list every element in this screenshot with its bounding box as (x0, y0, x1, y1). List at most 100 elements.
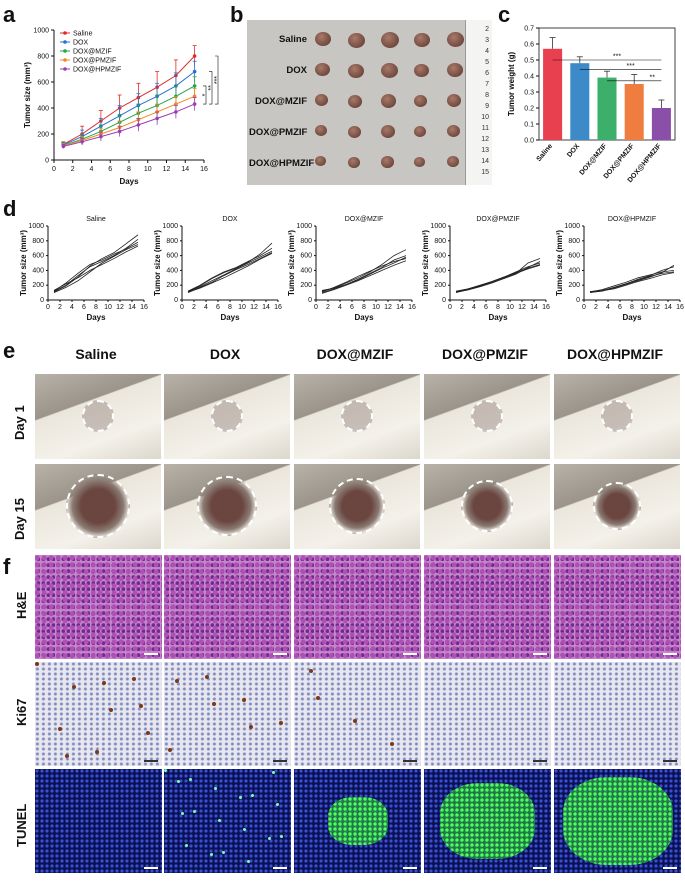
y-tick-label: 400 (37, 106, 49, 113)
legend-marker (63, 67, 67, 71)
histology-image (294, 555, 421, 659)
scale-bar (273, 867, 287, 869)
y-tick-label: 0.6 (524, 42, 534, 49)
tumor-specimen (381, 94, 397, 108)
positive-cell (189, 778, 192, 781)
scale-bar (403, 760, 417, 762)
x-tick-label: 8 (228, 304, 232, 311)
growth-line (53, 238, 139, 292)
x-tick-label: 12 (163, 166, 171, 173)
ruler-mark: 3 (485, 37, 489, 44)
tumor-specimen (315, 125, 328, 136)
y-tick-label: 800 (37, 54, 49, 61)
x-axis-label: Days (119, 177, 139, 186)
significance-bracket (203, 85, 207, 105)
y-tick-label: 1000 (430, 223, 446, 230)
scale-bar (144, 760, 158, 762)
tumor-specimen (447, 94, 462, 107)
y-axis-label: Tumor weight (g) (507, 52, 516, 117)
growth-line (187, 253, 273, 293)
tumor-specimen (315, 156, 326, 166)
y-tick-label: 0.5 (524, 58, 534, 65)
panel-d-letter: d (3, 196, 17, 221)
x-tick-label: 6 (618, 304, 622, 311)
significance-label: * (202, 93, 209, 96)
tray-row-label: DOX@MZIF (254, 96, 307, 107)
growth-line (321, 249, 407, 292)
tumor-specimen (381, 32, 399, 49)
positive-cell (193, 810, 196, 813)
data-point (192, 102, 197, 106)
x-tick-label: 14 (396, 304, 404, 311)
mouse-photo (164, 464, 290, 549)
series-line (63, 85, 195, 147)
scale-bar (663, 867, 677, 869)
data-point (174, 110, 178, 114)
ruler-mark: 11 (481, 125, 489, 132)
significance-label: ** (649, 74, 655, 81)
significance-label: *** (627, 63, 635, 70)
significance-label: *** (214, 76, 221, 84)
ruler-mark: 6 (485, 70, 489, 77)
individual-growth-chart: DOX@PMZIF 0 200 400 600 800 1000 0 2 4 6 8 10 12 14 16 D… (421, 216, 550, 322)
tumor-specimen (414, 64, 429, 78)
individual-growth-chart: Saline 0 200 400 600 800 1000 0 2 4 6 8 10 12 14 16 Days… (19, 216, 148, 322)
legend-label: DOX (73, 40, 89, 47)
positive-nucleus (65, 754, 69, 758)
mouse-photo (294, 374, 420, 459)
row-label: H&E (14, 591, 29, 619)
tumor-specimen (414, 126, 427, 137)
tumor-growth-chart: 0 200 400 600 800 1000 0 2 4 6 8 10 12 14 16 Days Tumor … (23, 28, 221, 187)
tumor-specimen (447, 125, 461, 137)
ruler-mark: 13 (481, 147, 489, 154)
data-point (192, 69, 197, 74)
y-tick-label: 400 (32, 267, 44, 274)
ruler-mark: 14 (481, 158, 489, 165)
x-tick-label: 0 (448, 304, 452, 311)
positive-cell (164, 769, 167, 772)
tumor-outline (66, 474, 130, 538)
y-tick-label: 200 (300, 282, 312, 289)
growth-line (589, 266, 675, 293)
positive-nucleus (72, 685, 76, 689)
individual-growth-chart: DOX@MZIF 0 200 400 600 800 1000 0 2 4 6 8 10 12 14 16 Da… (287, 216, 416, 322)
x-tick-label: 8 (127, 166, 131, 173)
data-point (136, 123, 141, 127)
x-tick-label: 16 (274, 304, 282, 311)
row-label: Day 1 (12, 405, 27, 440)
positive-cell (247, 860, 250, 863)
growth-line (455, 264, 541, 292)
growth-line (53, 245, 139, 291)
legend-marker (63, 58, 67, 62)
x-tick-label: 10 (372, 304, 380, 311)
histology-image (554, 555, 681, 659)
column-header: DOX@MZIF (316, 346, 394, 362)
tray-row-label: DOX@HPMZIF (249, 158, 315, 169)
data-point (99, 134, 103, 139)
growth-line (321, 258, 407, 293)
x-tick-label: 12 (384, 304, 392, 311)
positive-cell (251, 794, 254, 797)
data-point (192, 84, 197, 88)
y-tick-label: 0.4 (524, 74, 534, 81)
panel-b-letter: b (230, 2, 244, 27)
x-tick-label: 2 (326, 304, 330, 311)
y-tick-label: 200 (37, 132, 49, 139)
ruler: 2 3 4 5 6 7 8 9 10 11 12 13 14 15 (465, 20, 492, 185)
apoptosis-signal (327, 797, 388, 845)
y-tick-label: 400 (568, 267, 580, 274)
tumor-outline (211, 400, 243, 432)
series-line (63, 95, 195, 147)
histology-image (424, 555, 551, 659)
x-tick-label: 12 (250, 304, 258, 311)
growth-line (321, 256, 407, 291)
tumor-specimen (315, 63, 330, 77)
positive-nucleus (175, 679, 179, 683)
growth-line (589, 270, 675, 293)
x-tick-label: 2 (58, 304, 62, 311)
panel-c-letter: c (498, 2, 511, 27)
y-tick-label: 1000 (296, 223, 312, 230)
y-tick-label: 0 (40, 297, 44, 304)
tumor-specimen (381, 156, 394, 168)
significance-label: ** (208, 85, 215, 91)
